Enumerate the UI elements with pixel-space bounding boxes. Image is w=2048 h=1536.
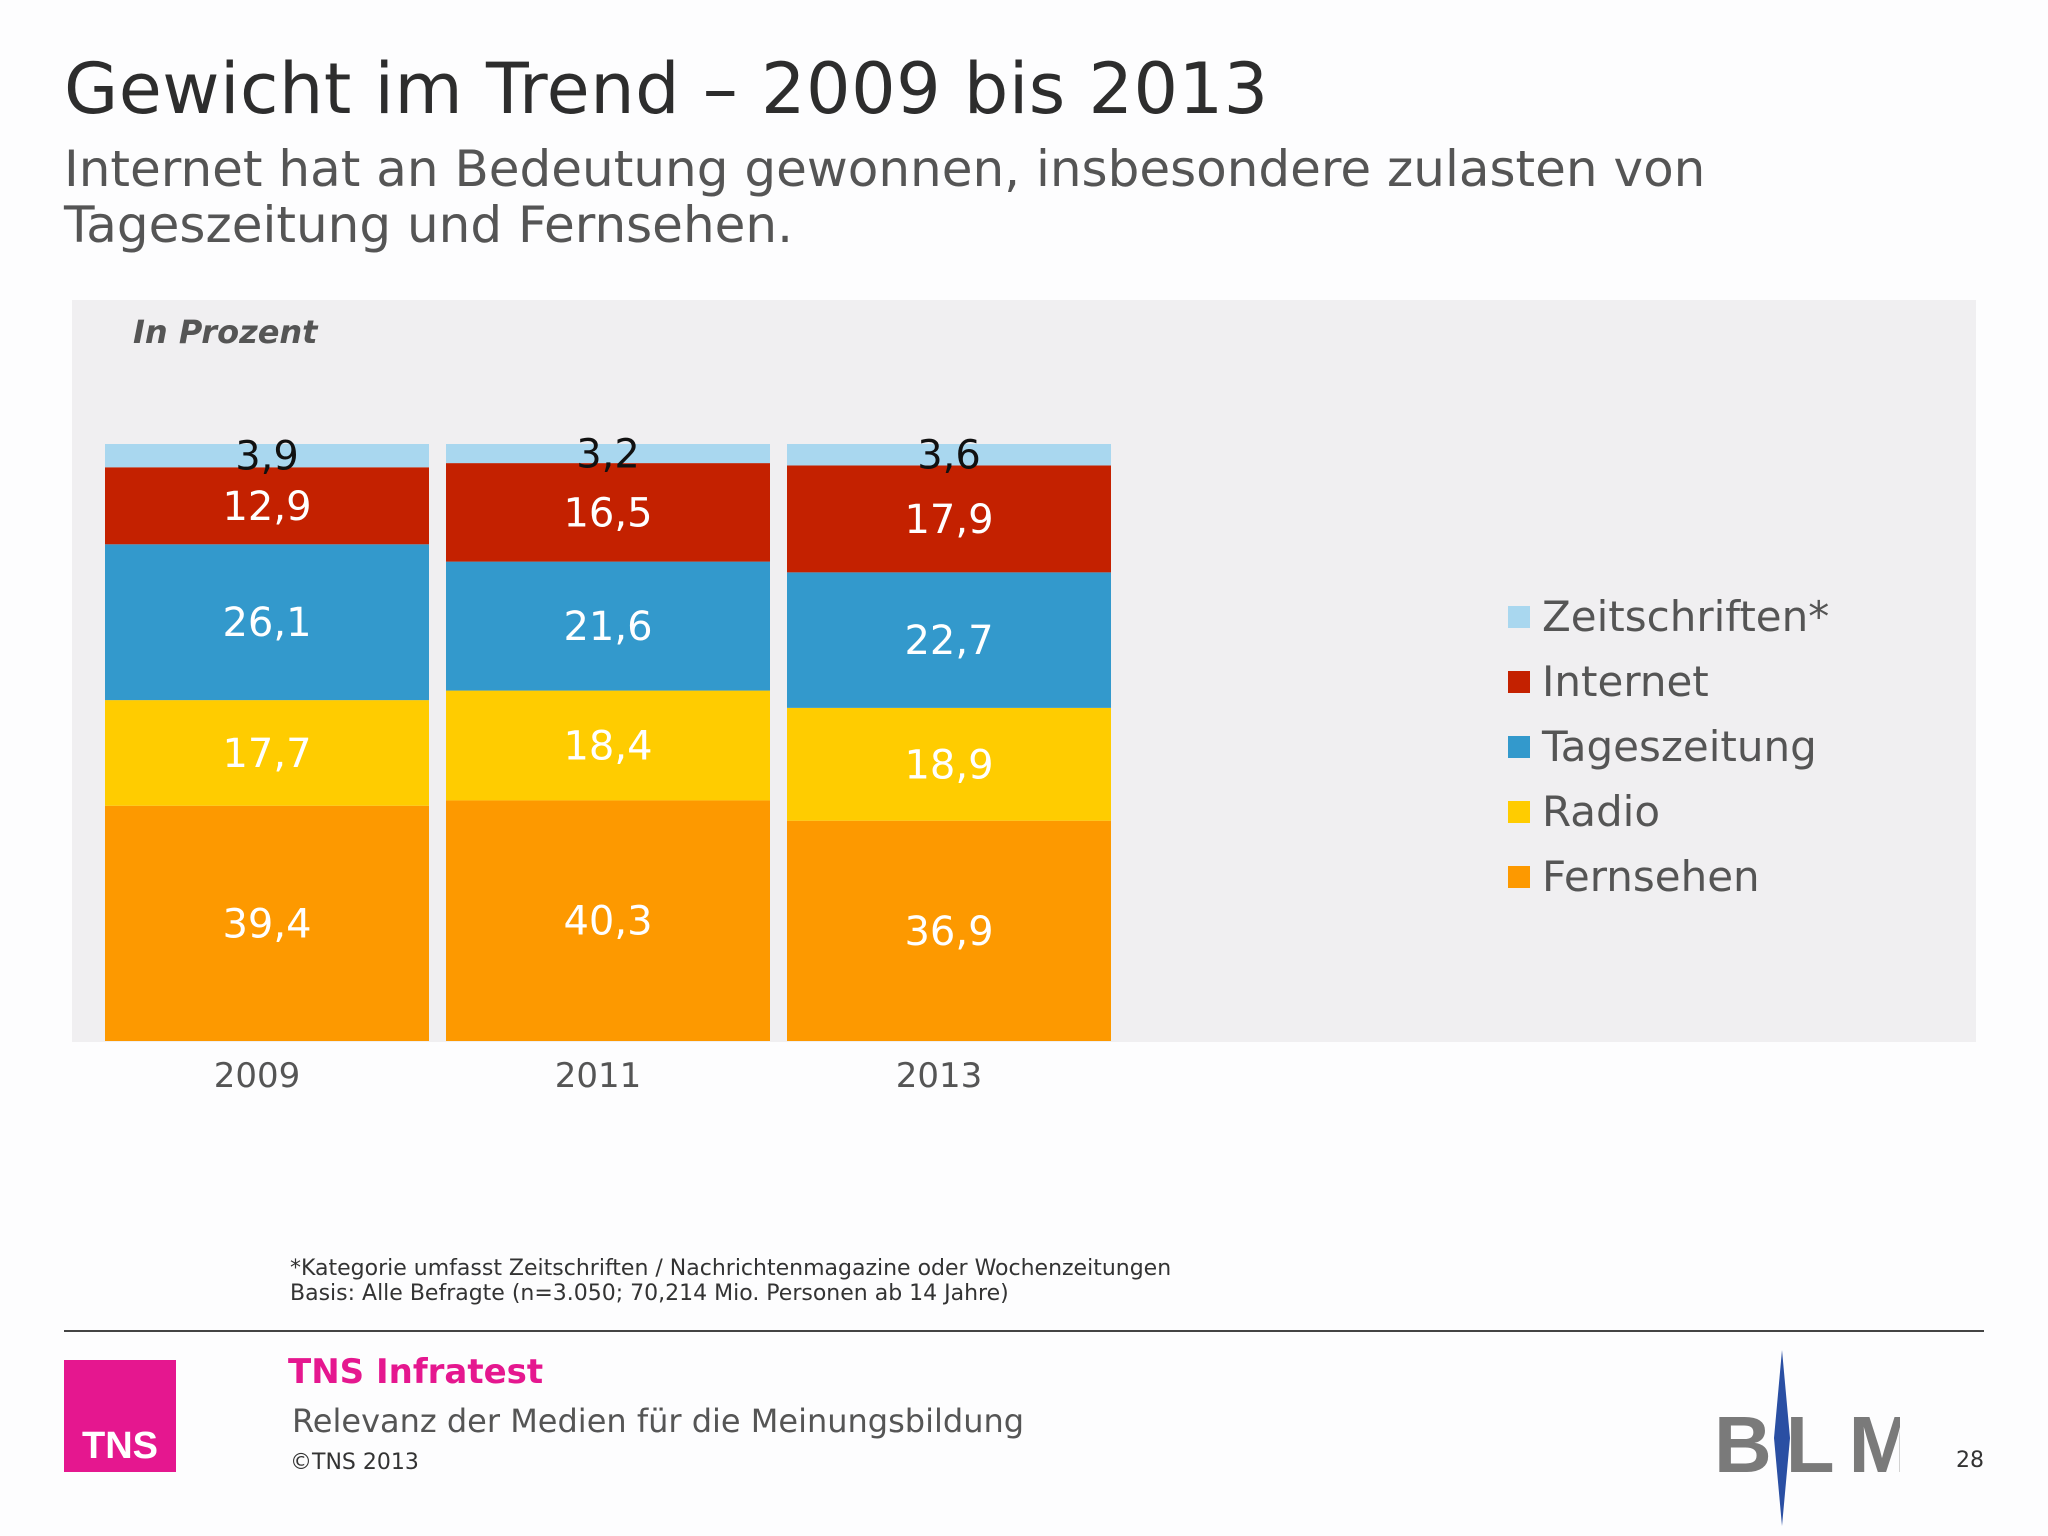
page-title: Gewicht im Trend – 2009 bis 2013 xyxy=(64,48,1269,130)
bar-segment-internet-2013 xyxy=(787,465,1111,573)
data-label-zeitschriften-2013: 3,6 xyxy=(917,433,981,479)
legend-label: Fernsehen xyxy=(1542,852,1760,901)
company-name: TNS Infratest xyxy=(288,1352,544,1392)
legend-item-fernsehen: Fernsehen xyxy=(1508,844,1829,909)
footer-divider xyxy=(64,1330,1984,1332)
data-label-radio-2011: 18,4 xyxy=(563,723,652,769)
legend-item-internet: Internet xyxy=(1508,649,1829,714)
bar-segment-fernsehen-2011 xyxy=(446,800,770,1041)
legend-swatch xyxy=(1508,605,1530,628)
legend-item-tageszeitung: Tageszeitung xyxy=(1508,714,1829,779)
blm-logo-text: BLM xyxy=(1714,1400,1900,1489)
data-label-radio-2009: 17,7 xyxy=(222,731,311,777)
chart-legend: Zeitschriften* Internet Tageszeitung Radio F… xyxy=(1508,584,1829,909)
legend-swatch xyxy=(1508,865,1530,888)
bar-segment-radio-2013 xyxy=(787,707,1111,821)
bar-segment-tageszeitung-2013 xyxy=(787,572,1111,708)
bar-segment-internet-2009 xyxy=(105,467,429,545)
bar-segment-internet-2011 xyxy=(446,463,770,562)
legend-label: Radio xyxy=(1542,787,1661,836)
bar-segment-zeitschriften-2013 xyxy=(787,444,1111,466)
x-tick-label-2011: 2011 xyxy=(555,1056,642,1096)
chart-unit-label: In Prozent xyxy=(133,313,318,351)
bar-segment-fernsehen-2009 xyxy=(105,805,429,1041)
legend-swatch xyxy=(1508,670,1530,693)
data-label-zeitschriften-2011: 3,2 xyxy=(576,432,640,478)
data-label-fernsehen-2009: 39,4 xyxy=(222,901,311,947)
bar-stack-2009: 39,4 17,7 26,1 12,93,9 xyxy=(105,434,429,1041)
data-label-tageszeitung-2011: 21,6 xyxy=(563,604,652,650)
bar-stack-2013: 36,9 18,9 22,7 17,9 3,6 xyxy=(787,433,1111,1041)
bar-segment-tageszeitung-2011 xyxy=(446,561,770,691)
legend-item-zeitschriften: Zeitschriften* xyxy=(1508,584,1829,649)
blm-logo: BLM xyxy=(1714,1350,1900,1526)
page-subtitle-line2: Tageszeitung und Fernsehen. xyxy=(64,196,793,254)
page-number: 28 xyxy=(1956,1448,1984,1473)
legend-swatch xyxy=(1508,735,1530,758)
x-tick-label-2013: 2013 xyxy=(896,1056,983,1096)
bar-segment-zeitschriften-2011 xyxy=(446,444,770,464)
tns-logo-text: TNS xyxy=(82,1425,158,1467)
legend-swatch xyxy=(1508,800,1530,823)
tns-logo: TNS xyxy=(64,1360,176,1472)
x-tick-label-2009: 2009 xyxy=(214,1056,301,1096)
study-title: Relevanz der Medien für die Meinungsbild… xyxy=(292,1402,1025,1440)
data-label-internet-2013: 17,9 xyxy=(904,497,993,543)
footnote-category: *Kategorie umfasst Zeitschriften / Nachr… xyxy=(290,1256,1172,1281)
bar-segment-tageszeitung-2009 xyxy=(105,544,429,701)
legend-item-radio: Radio xyxy=(1508,779,1829,844)
page-subtitle-line1: Internet hat an Bedeutung gewonnen, insb… xyxy=(64,140,1706,198)
legend-label: Tageszeitung xyxy=(1542,722,1817,771)
data-label-fernsehen-2013: 36,9 xyxy=(904,909,993,955)
bar-segment-fernsehen-2013 xyxy=(787,820,1111,1041)
bar-segment-radio-2009 xyxy=(105,700,429,806)
data-label-fernsehen-2011: 40,3 xyxy=(563,899,652,945)
bar-stack-2011: 40,3 18,4 21,6 16,5 3,2 xyxy=(446,432,770,1041)
data-label-radio-2013: 18,9 xyxy=(904,742,993,788)
data-label-tageszeitung-2009: 26,1 xyxy=(222,600,311,646)
footnote-basis: Basis: Alle Befragte (n=3.050; 70,214 Mi… xyxy=(290,1281,1009,1306)
data-label-internet-2009: 12,9 xyxy=(222,484,311,530)
legend-label: Zeitschriften* xyxy=(1542,592,1830,641)
legend-label: Internet xyxy=(1542,657,1709,706)
data-label-tageszeitung-2013: 22,7 xyxy=(904,618,993,664)
copyright-notice: ©TNS 2013 xyxy=(290,1450,419,1475)
bar-segment-zeitschriften-2009 xyxy=(105,444,429,468)
blm-logo-needle xyxy=(1774,1350,1790,1526)
data-label-internet-2011: 16,5 xyxy=(563,490,652,536)
bar-segment-radio-2011 xyxy=(446,690,770,801)
data-label-zeitschriften-2009: 3,9 xyxy=(235,434,299,480)
